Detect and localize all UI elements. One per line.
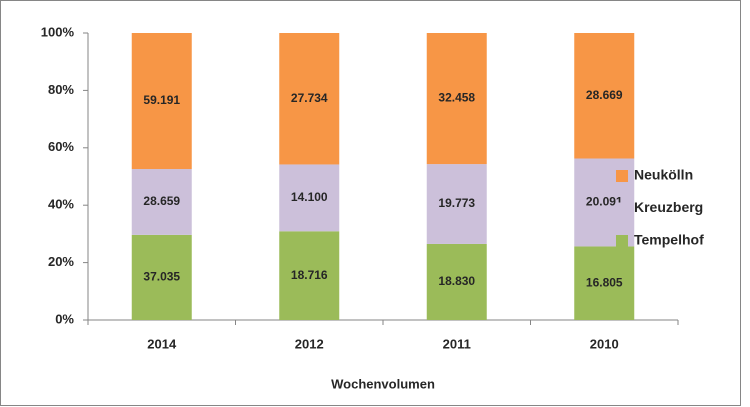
- bar-segment: [131, 169, 192, 235]
- legend-label: Tempelhof: [634, 232, 704, 248]
- y-tick-label: 60%: [48, 139, 74, 154]
- data-label: 32.458: [438, 91, 475, 105]
- data-label: 27.734: [291, 91, 328, 105]
- data-label: 14.100: [291, 190, 328, 204]
- data-label: 19.773: [438, 196, 475, 210]
- data-label: 20.091: [586, 195, 623, 209]
- bar-segment: [426, 164, 487, 244]
- bar-segment: [279, 164, 340, 232]
- y-tick-label: 80%: [48, 82, 74, 97]
- bar-segment: [131, 33, 192, 170]
- y-tick-label: 40%: [48, 197, 74, 212]
- bar-segment: [426, 243, 487, 320]
- legend-swatch: [616, 170, 628, 182]
- data-label: 28.659: [143, 194, 180, 208]
- legend-label: Kreuzberg: [634, 199, 703, 215]
- y-tick-label: 100%: [41, 24, 75, 39]
- bar-segment: [279, 231, 340, 320]
- data-label: 18.830: [438, 274, 475, 288]
- bar-segment: [131, 234, 192, 320]
- data-label: 16.805: [586, 275, 623, 289]
- bar-segment: [574, 246, 635, 320]
- data-label: 28.669: [586, 88, 623, 102]
- data-label: 37.035: [143, 270, 180, 284]
- legend-label: Neukölln: [634, 167, 693, 183]
- data-label: 18.716: [291, 268, 328, 282]
- x-tick-label: 2011: [443, 336, 471, 351]
- legend-swatch: [616, 235, 628, 247]
- x-tick-label: 2012: [295, 336, 324, 351]
- legend-swatch: [616, 202, 628, 215]
- bar-segment: [426, 33, 487, 165]
- x-tick-label: 2014: [147, 336, 177, 351]
- x-tick-label: 2010: [590, 336, 619, 351]
- y-tick-label: 0%: [55, 311, 74, 326]
- bar-segment: [574, 33, 635, 159]
- y-tick-label: 20%: [48, 254, 74, 269]
- x-axis-title: Wochenvolumen: [331, 376, 435, 391]
- data-label: 59.191: [143, 93, 180, 107]
- bar-segment: [279, 33, 340, 165]
